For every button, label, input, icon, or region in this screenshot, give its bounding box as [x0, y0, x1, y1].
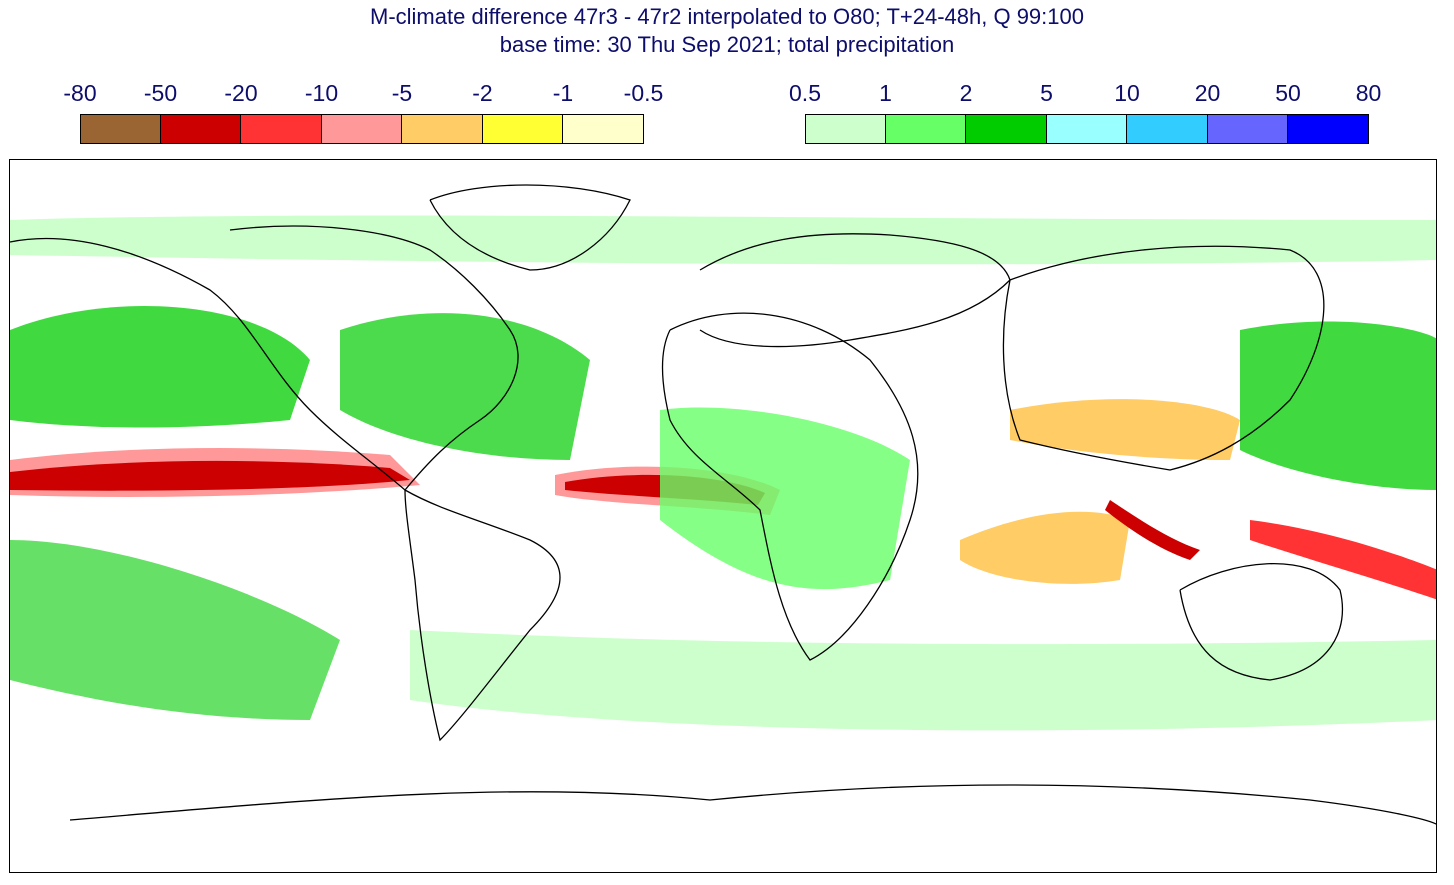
neg-label-1: -50 [143, 80, 178, 106]
neg-label-4: -5 [391, 80, 413, 106]
neg-label-7: -0.5 [623, 80, 664, 106]
southern-pacific-wet [10, 540, 340, 720]
west-pacific-deficit [1250, 520, 1436, 600]
africa-wet [660, 407, 910, 590]
pos-swatch-5 [1207, 114, 1288, 144]
neg-swatch-6 [563, 114, 644, 144]
neg-label-3: -10 [304, 80, 339, 106]
pos-label-7: 80 [1355, 80, 1382, 106]
neg-swatch-3 [321, 114, 402, 144]
neg-label-2: -20 [224, 80, 258, 106]
south-america-coast [404, 489, 561, 742]
indonesia-deficit-core [1105, 500, 1200, 560]
pos-swatch-1 [885, 114, 966, 144]
precipitation-difference-map [10, 184, 1436, 825]
pos-label-2: 2 [959, 80, 973, 106]
neg-swatch-4 [402, 114, 483, 144]
north-atlantic-wet [340, 313, 590, 460]
neg-swatch-5 [482, 114, 563, 144]
neg-swatch-2 [241, 114, 322, 144]
pos-label-6: 50 [1275, 80, 1301, 106]
pos-label-3: 5 [1040, 80, 1053, 106]
neg-label-0: -80 [63, 80, 97, 106]
pos-label-1: 1 [879, 80, 892, 106]
neg-swatch-0 [80, 114, 161, 144]
world-map-frame [9, 159, 1437, 873]
pos-swatch-4 [1127, 114, 1208, 144]
precipitation-fields [10, 215, 1436, 731]
asia-deficit-band [1010, 399, 1240, 460]
map-title-line1: M-climate difference 47r3 - 47r2 interpo… [370, 4, 1084, 29]
antarctica-coast [69, 784, 1436, 825]
positive-color-legend: 0.5 1 2 5 10 20 50 80 [765, 80, 1425, 148]
pos-label-5: 20 [1194, 80, 1221, 106]
pos-swatch-3 [1046, 114, 1127, 144]
pos-swatch-0 [805, 114, 886, 144]
north-america-coast [10, 225, 519, 491]
pos-label-0: 0.5 [789, 80, 821, 106]
indian-ocean-deficit [960, 511, 1130, 584]
southern-ocean-wet [410, 630, 1436, 731]
asia-coast [1002, 245, 1325, 471]
pos-swatch-6 [1288, 114, 1369, 144]
coastlines [10, 184, 1436, 825]
high-latitude-wet [10, 215, 1436, 265]
pacific-deficit-core [10, 460, 410, 491]
pos-swatch-2 [966, 114, 1047, 144]
neg-label-6: -1 [552, 80, 574, 106]
greenland-coast [429, 184, 631, 271]
map-title-line2: base time: 30 Thu Sep 2021; total precip… [499, 32, 955, 57]
negative-color-legend: -80 -50 -20 -10 -5 -2 -1 -0.5 [40, 80, 700, 148]
australia-coast [1179, 563, 1344, 681]
pos-label-4: 10 [1114, 80, 1140, 106]
west-pacific-wet [1240, 321, 1436, 490]
neg-label-5: -2 [472, 80, 493, 106]
neg-swatch-1 [160, 114, 241, 144]
africa-coast [661, 312, 919, 661]
north-pacific-wet [10, 306, 310, 428]
